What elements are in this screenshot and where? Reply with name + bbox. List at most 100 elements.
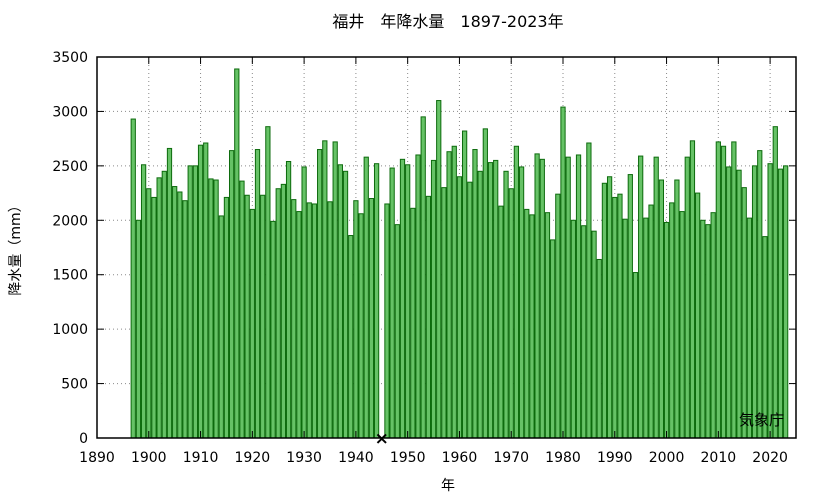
bar-1976 (539, 158, 545, 439)
bar-1901 (151, 196, 157, 439)
bar-1949 (399, 158, 406, 439)
bar-1990 (612, 196, 618, 439)
bar-2019 (762, 236, 768, 439)
bar-1930 (301, 166, 307, 439)
bar-2020 (767, 163, 773, 439)
bar-2021 (772, 126, 778, 439)
bar-1948 (394, 224, 400, 439)
bar-1938 (342, 170, 349, 439)
bar-1943 (368, 198, 375, 439)
bar-1991 (617, 193, 623, 439)
y-tick-label: 2500 (52, 159, 88, 175)
bar-2000 (663, 221, 670, 439)
x-tick-label: 2010 (701, 450, 737, 466)
bar-1916 (228, 150, 235, 439)
bar-1997 (648, 204, 654, 439)
chart-title: 福井 年降水量 1897-2023年 (332, 12, 563, 31)
bar-1904 (166, 147, 173, 439)
y-axis-ticks: 0 500 1000 1500 2000 2500 3000 3500 (52, 50, 796, 447)
x-tick-label: 1900 (131, 450, 167, 466)
bar-1953 (420, 116, 426, 439)
bar-1944 (373, 163, 380, 439)
bar-1899 (140, 164, 147, 439)
bar-2014 (736, 169, 742, 439)
bar-1977 (544, 212, 551, 439)
bar-series (130, 68, 789, 439)
bar-1985 (586, 142, 592, 439)
bar-1987 (596, 258, 602, 439)
bar-1956 (436, 100, 442, 439)
bar-1962 (467, 181, 473, 439)
bar-2015 (741, 187, 747, 439)
bar-1921 (254, 149, 261, 439)
bar-1905 (172, 186, 178, 439)
y-tick-label: 3500 (52, 50, 88, 66)
bar-1903 (161, 170, 167, 439)
bar-1967 (493, 159, 499, 439)
bar-2002 (674, 179, 680, 439)
bar-1963 (472, 149, 478, 439)
missing-marker-1945: × (375, 429, 389, 449)
bar-1995 (638, 155, 644, 439)
bar-1958 (446, 151, 452, 439)
bar-1924 (270, 220, 276, 439)
bar-1972 (518, 166, 525, 439)
bar-1898 (135, 219, 142, 439)
bar-1952 (415, 154, 421, 439)
bar-2001 (669, 202, 675, 439)
missing-markers: × (375, 429, 389, 449)
x-axis-label: 年 (441, 478, 455, 494)
bar-1966 (487, 162, 494, 439)
x-tick-label: 2000 (649, 450, 685, 466)
bar-1988 (601, 182, 608, 439)
x-tick-label: 1970 (493, 450, 529, 466)
bar-1911 (203, 142, 209, 439)
bar-1908 (187, 165, 193, 439)
x-tick-label: 1940 (338, 450, 374, 466)
bar-2017 (751, 165, 758, 439)
bar-2005 (689, 140, 696, 439)
bar-1947 (389, 167, 395, 439)
bar-2006 (694, 192, 701, 439)
bar-1989 (606, 176, 613, 439)
bar-2010 (715, 141, 721, 439)
bar-2012 (726, 166, 732, 439)
bar-1939 (348, 235, 354, 439)
bar-1926 (280, 183, 287, 439)
y-tick-label: 1500 (52, 268, 88, 284)
bar-1932 (311, 203, 318, 439)
bar-2003 (679, 211, 685, 439)
bar-1994 (632, 272, 639, 439)
bar-2018 (757, 150, 763, 439)
bar-1971 (513, 145, 520, 439)
bar-1999 (658, 179, 665, 439)
bar-1993 (627, 174, 633, 439)
bar-1925 (275, 188, 281, 439)
x-tick-label: 1990 (597, 450, 633, 466)
x-tick-label: 1960 (442, 450, 478, 466)
bar-1968 (498, 205, 504, 439)
bar-1913 (213, 179, 219, 439)
bar-1912 (208, 178, 214, 439)
bar-1909 (192, 165, 199, 439)
x-tick-label: 1950 (390, 450, 426, 466)
bar-1914 (218, 215, 224, 439)
bar-2013 (731, 141, 737, 439)
bar-1941 (358, 213, 364, 439)
bar-1950 (405, 164, 411, 439)
bar-1935 (327, 201, 333, 439)
bar-1920 (249, 208, 255, 439)
bar-1919 (244, 194, 250, 439)
bar-1915 (223, 196, 230, 439)
bar-2023 (783, 165, 789, 439)
bar-1979 (555, 193, 561, 439)
bar-1959 (451, 145, 457, 439)
bar-1978 (550, 239, 556, 439)
y-tick-label: 1000 (52, 322, 88, 338)
bar-1973 (524, 208, 530, 439)
bar-1902 (156, 177, 162, 439)
bar-1928 (291, 199, 297, 439)
bar-1957 (441, 187, 447, 439)
bar-1897 (130, 118, 136, 439)
bar-1910 (197, 144, 204, 439)
